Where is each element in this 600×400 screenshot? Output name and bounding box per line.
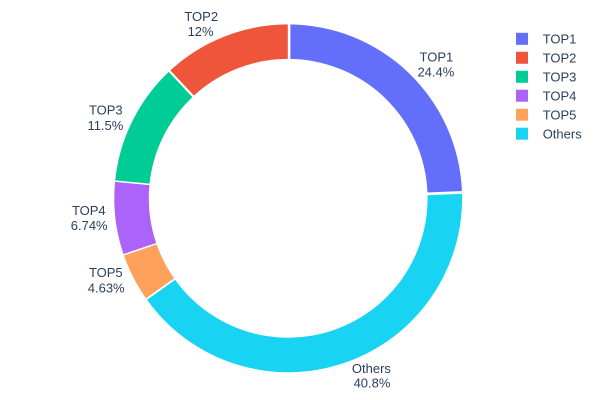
svg-text:TOP2: TOP2 [543,50,577,65]
svg-text:40.8%: 40.8% [354,376,391,391]
svg-text:TOP3: TOP3 [543,69,577,84]
svg-text:TOP4: TOP4 [72,203,106,218]
svg-text:TOP4: TOP4 [543,88,577,103]
svg-text:TOP2: TOP2 [184,9,218,24]
svg-text:Others: Others [352,361,392,376]
svg-text:Others: Others [543,126,583,141]
svg-text:TOP5: TOP5 [89,265,123,280]
svg-text:4.63%: 4.63% [88,281,125,296]
svg-text:24.4%: 24.4% [417,65,454,80]
svg-text:12%: 12% [188,24,214,39]
svg-text:TOP1: TOP1 [420,49,454,64]
svg-text:TOP1: TOP1 [543,31,577,46]
svg-text:TOP5: TOP5 [543,107,577,122]
svg-text:TOP3: TOP3 [89,103,123,118]
svg-text:11.5%: 11.5% [87,118,123,133]
svg-text:6.74%: 6.74% [71,218,108,233]
